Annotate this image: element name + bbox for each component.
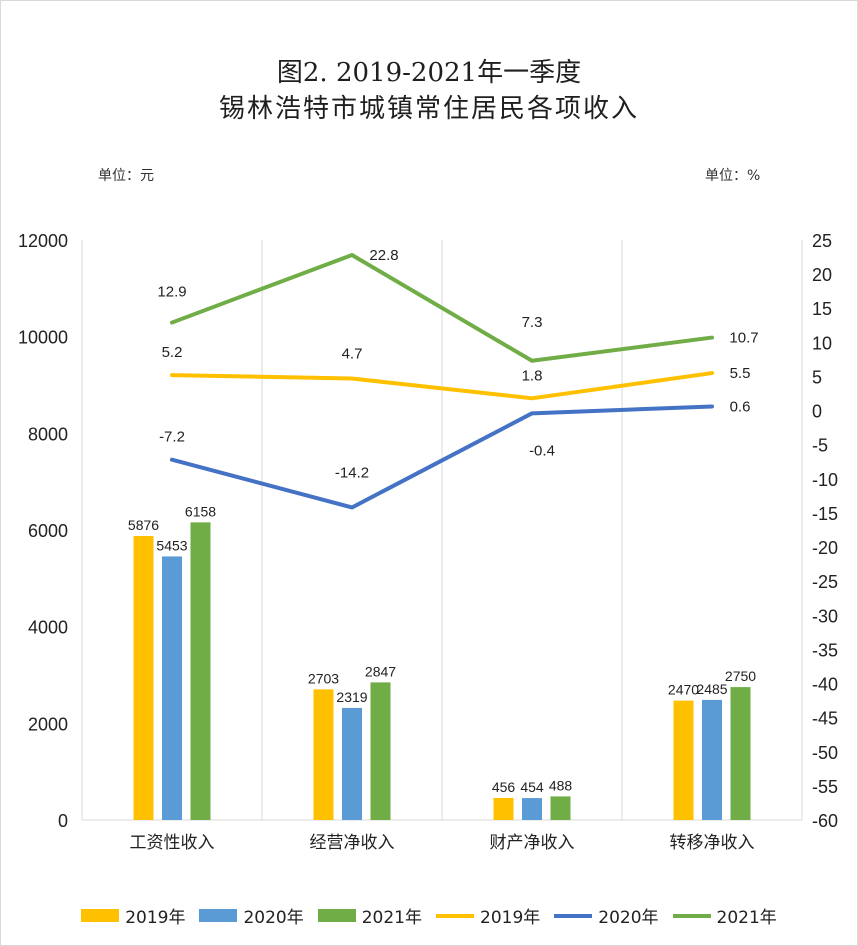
bar-value-label: 2485 — [696, 681, 727, 697]
chart-title-line1: 图2. 2019-2021年一季度 — [276, 58, 582, 88]
right-tick-label: -50 — [812, 743, 838, 763]
line-value-label: 12.9 — [157, 284, 186, 301]
line-value-label: 5.2 — [162, 344, 183, 361]
right-tick-label: 5 — [812, 367, 822, 387]
legend-item: 2019年 — [81, 903, 185, 928]
bar-value-label: 454 — [520, 779, 544, 795]
bar — [550, 796, 571, 820]
bar-value-label: 2470 — [668, 682, 699, 698]
bar — [133, 535, 154, 820]
left-tick-label: 0 — [58, 811, 68, 831]
legend-item: 2020年 — [199, 903, 304, 928]
right-tick-label: 10 — [812, 333, 832, 353]
line-value-label: 0.6 — [730, 398, 751, 415]
legend-label: 2020年 — [243, 908, 304, 928]
right-tick-label: -20 — [812, 538, 838, 558]
legend-line-swatch — [554, 913, 593, 918]
left-tick-label: 12000 — [18, 231, 68, 251]
legend-label: 2019年 — [125, 908, 186, 928]
legend-bar-swatch — [199, 909, 238, 922]
left-tick-label: 4000 — [28, 618, 68, 638]
legend-item: 2021年 — [317, 903, 422, 928]
right-tick-label: 20 — [812, 265, 832, 285]
left-axis-unit: 单位：元 — [98, 168, 154, 184]
left-tick-label: 8000 — [28, 424, 68, 444]
line-value-label: -7.2 — [159, 429, 185, 446]
bar — [702, 699, 722, 820]
right-tick-label: 15 — [812, 299, 832, 319]
legend-label: 2019年 — [480, 908, 541, 928]
bar-value-label: 456 — [492, 779, 516, 795]
bar — [493, 797, 514, 820]
right-tick-label: -45 — [812, 709, 838, 729]
line-value-label: 22.8 — [369, 247, 398, 264]
legend-line-swatch — [672, 913, 711, 918]
bar — [370, 682, 391, 820]
right-tick-label: -5 — [812, 436, 828, 456]
right-tick-label: -30 — [812, 606, 838, 626]
bar-value-label: 2750 — [725, 668, 756, 684]
bar-value-label: 2703 — [308, 670, 339, 686]
bar-value-label: 5876 — [128, 517, 159, 533]
chart-legend: 2019年 2020年 2021年 2019年 2020年 2021年 — [0, 903, 858, 928]
right-tick-label: -10 — [812, 470, 838, 490]
right-tick-label: -40 — [812, 675, 838, 695]
left-tick-label: 10000 — [18, 328, 68, 348]
legend-item: 2020年 — [554, 903, 659, 928]
right-tick-label: -35 — [812, 640, 838, 660]
legend-label: 2021年 — [716, 908, 777, 928]
line-value-label: -14.2 — [335, 464, 369, 481]
legend-label: 2021年 — [361, 908, 422, 928]
category-label: 财产净收入 — [490, 833, 575, 853]
right-tick-label: -25 — [812, 572, 838, 592]
bar-value-label: 488 — [549, 777, 573, 793]
bar — [342, 707, 362, 820]
bar-value-label: 6158 — [185, 503, 216, 519]
line-series — [170, 404, 714, 510]
bar — [522, 798, 542, 820]
right-tick-label: 25 — [812, 231, 832, 251]
legend-line-swatch — [436, 913, 474, 918]
category-label: 经营净收入 — [310, 833, 395, 853]
line-value-label: 1.8 — [522, 367, 543, 384]
legend-bar-swatch — [81, 909, 120, 922]
left-tick-label: 6000 — [28, 521, 68, 541]
left-tick-label: 2000 — [28, 714, 68, 734]
category-label: 工资性收入 — [130, 833, 215, 853]
right-tick-label: 0 — [812, 402, 822, 422]
legend-bar-swatch — [317, 909, 356, 922]
legend-label: 2020年 — [598, 908, 659, 928]
line-value-label: 5.5 — [730, 365, 751, 382]
line-series — [170, 253, 714, 363]
right-tick-label: -55 — [812, 777, 838, 797]
right-axis-unit: 单位：% — [705, 168, 761, 184]
bar-value-label: 2847 — [365, 663, 396, 679]
line-value-label: 7.3 — [522, 314, 543, 331]
chart-title-line2: 锡林浩特市城镇常住居民各项收入 — [218, 94, 639, 124]
right-tick-label: -15 — [812, 504, 838, 524]
line-value-label: 4.7 — [342, 346, 363, 363]
bar — [190, 522, 211, 820]
bar — [162, 556, 182, 820]
category-label: 转移净收入 — [670, 833, 755, 853]
legend-item: 2021年 — [672, 903, 777, 928]
bar — [313, 689, 334, 820]
bar-value-label: 2319 — [336, 689, 367, 705]
bar — [673, 700, 694, 820]
bar — [730, 687, 751, 820]
line-series — [170, 371, 714, 401]
line-value-label: -0.4 — [529, 442, 555, 459]
right-tick-label: -60 — [812, 811, 838, 831]
bar-value-label: 5453 — [156, 537, 187, 553]
line-value-label: 10.7 — [729, 330, 758, 347]
legend-item: 2019年 — [436, 903, 540, 928]
